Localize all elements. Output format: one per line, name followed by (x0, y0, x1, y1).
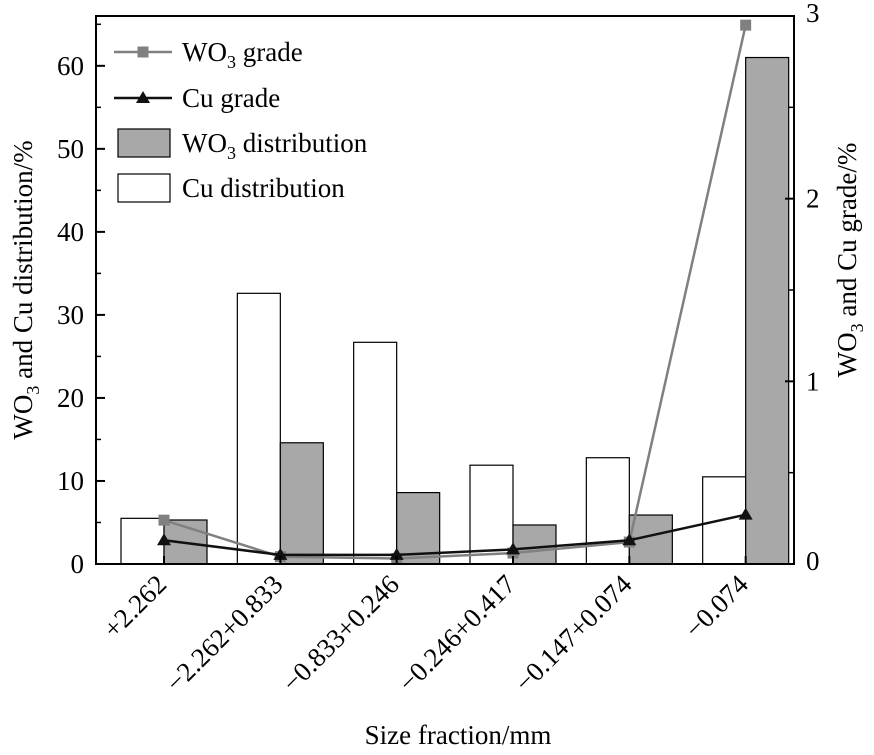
legend-label-cu-dist: Cu distribution (182, 173, 345, 203)
legend: WO3 grade Cu grade WO3 distribution Cu dist… (114, 37, 368, 203)
x-tick-label-5: −0.074 (679, 569, 754, 644)
bar-wo3-distribution-5 (745, 56, 790, 565)
point-wo3-grade-0 (158, 514, 170, 526)
point-cu-grade-5 (738, 507, 753, 520)
y-right-tick-label-2: 2 (806, 184, 820, 214)
bar-cu-distribution-2 (353, 341, 398, 565)
legend-label-wo3-dist: WO3 distribution (182, 128, 368, 163)
y-left-tick-label-0: 0 (71, 549, 85, 579)
point-cu-grade-4 (622, 533, 637, 546)
y-left-tick-label-10: 10 (57, 466, 84, 496)
point-cu-grade-2 (389, 547, 404, 560)
point-cu-grade-0 (157, 533, 171, 546)
ticks-layer: 0 10 20 30 40 50 60 0 1 2 3 +2.262−2.262+0.833−0.83… (57, 0, 820, 698)
bar-cu-distribution-1 (236, 292, 281, 565)
line-cu-grade (163, 513, 746, 557)
x-axis-label: Size fraction/mm (365, 720, 552, 750)
bar-cu-distribution-3 (469, 464, 514, 565)
y-left-tick-label-60: 60 (57, 51, 84, 81)
legend-swatch-cu-distribution (117, 173, 171, 203)
y-right-tick-label-0: 0 (806, 546, 820, 576)
y-left-tick-label-40: 40 (57, 217, 84, 247)
y-right-tick-label-1: 1 (806, 366, 820, 396)
bar-wo3-distribution-3 (512, 524, 557, 565)
legend-label-cu-grade: Cu grade (182, 83, 280, 113)
y-left-tick-label-30: 30 (57, 300, 84, 330)
y-left-tick-label-50: 50 (57, 134, 84, 164)
legend-marker-square (137, 46, 149, 58)
point-cu-grade-1 (273, 547, 288, 560)
point-cu-grade-3 (506, 542, 520, 555)
legend-swatch-wo3-distribution (117, 128, 171, 158)
y-left-tick-label-20: 20 (57, 383, 84, 413)
bars-layer (120, 56, 790, 565)
x-tick-label-2: −0.833+0.246 (276, 569, 405, 698)
legend-label-wo3-grade: WO3 grade (182, 37, 303, 72)
bar-cu-distribution-4 (585, 457, 630, 565)
bar-cu-distribution-0 (120, 517, 165, 565)
x-tick-label-3: −0.246+0.417 (393, 569, 522, 698)
x-tick-label-1: −2.262+0.833 (160, 569, 289, 698)
line-wo3-grade (163, 24, 747, 560)
bar-wo3-distribution-1 (279, 442, 324, 565)
x-tick-label-0: +2.262 (97, 569, 172, 644)
y-right-tick-label-3: 3 (806, 0, 820, 28)
y-axis-left-label: WO3 and Cu distribution/% (8, 140, 43, 439)
y-axis-right-label: WO3 and Cu grade/% (832, 143, 867, 378)
x-tick-label-4: −0.147+0.074 (509, 569, 638, 698)
legend-marker-triangle (136, 91, 150, 103)
point-wo3-grade-5 (740, 19, 752, 31)
